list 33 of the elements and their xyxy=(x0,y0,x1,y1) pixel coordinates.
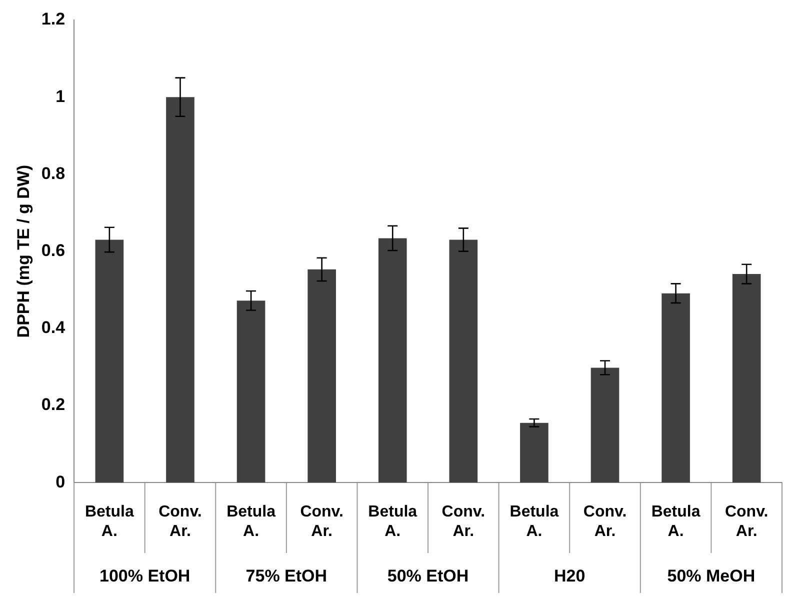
x-tick-label: Conv. Ar. xyxy=(158,504,202,540)
y-tick-label: 0 xyxy=(56,472,66,492)
y-tick-label: 0.6 xyxy=(41,240,66,260)
bar xyxy=(732,274,761,483)
bar xyxy=(308,269,336,483)
text: H20 xyxy=(554,566,586,586)
x-tick-label: Betula A. xyxy=(226,504,276,540)
x-tick-label: Conv. Ar. xyxy=(300,504,344,540)
bar xyxy=(662,293,690,483)
text: 100% EtOH xyxy=(99,566,190,586)
y-tick-label: 0.8 xyxy=(41,164,66,183)
x-tick-label: Betula A. xyxy=(651,504,700,540)
x-tick-label: Conv. Ar. xyxy=(724,504,768,540)
bar xyxy=(590,368,620,483)
bar xyxy=(378,238,407,483)
x-tick-label: Conv. Ar. xyxy=(583,504,627,540)
x-tick-label: Conv. Ar. xyxy=(442,504,486,540)
x-tick-label: Betula A. xyxy=(84,504,134,540)
x-tick-label: Betula A. xyxy=(510,504,559,540)
bar xyxy=(95,240,124,483)
text: 75% EtOH xyxy=(246,566,328,586)
x-tick-label: Betula A. xyxy=(368,504,418,540)
bar xyxy=(520,422,548,483)
y-tick-label: 0.4 xyxy=(41,318,66,338)
y-tick-label: 1.2 xyxy=(41,10,66,29)
bar xyxy=(166,97,194,483)
text: 50% MeOH xyxy=(667,566,756,586)
bar xyxy=(236,300,266,483)
text: 50% EtOH xyxy=(387,566,469,586)
bar xyxy=(449,240,478,483)
y-tick-label: 0.2 xyxy=(41,395,66,414)
y-axis-title: DPPH (mg TE / g DW) xyxy=(14,164,33,338)
y-tick-label: 1 xyxy=(56,86,66,106)
